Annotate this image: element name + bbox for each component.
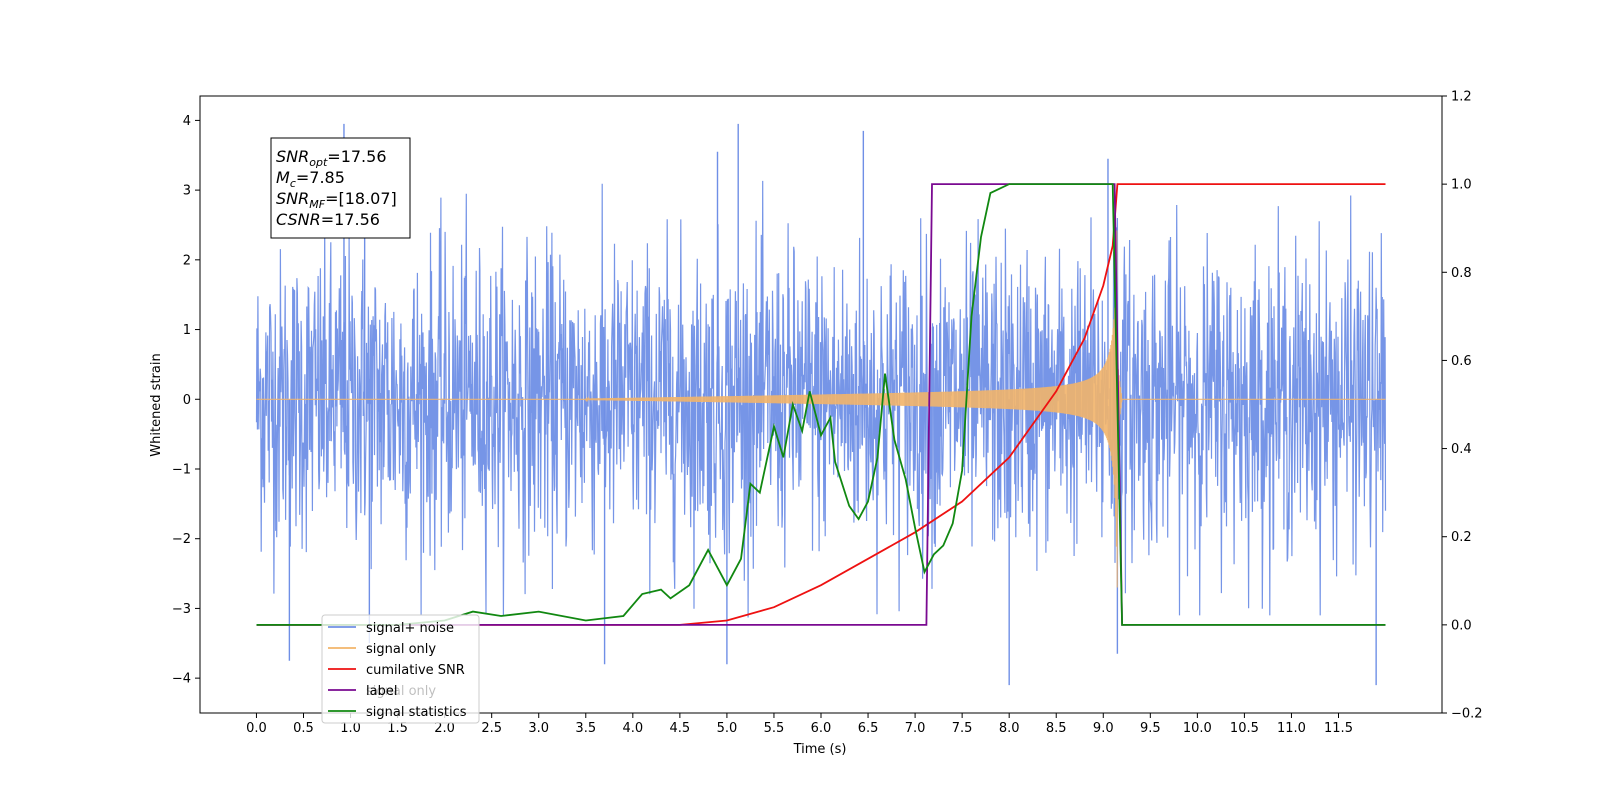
legend-frame [321,614,480,724]
x-tick-label: 8.5 [1046,721,1067,736]
x-tick-label: 7.5 [952,721,973,736]
x-tick-label: 3.0 [528,721,549,736]
x-tick-label: 6.5 [858,721,879,736]
y-tick-label: 0 [183,393,191,408]
stats-box-frame [270,137,411,239]
y-axis-label: Whitened strain [149,353,164,456]
x-tick-label: 2.0 [434,721,455,736]
x-tick-label: 4.5 [670,721,691,736]
y-tick-label: 4 [183,114,191,129]
y2-tick-label: 0.6 [1451,354,1472,369]
y2-tick-label: 0.2 [1451,530,1472,545]
x-tick-label: 7.0 [905,721,926,736]
y2-tick-label: 0.4 [1451,442,1472,457]
y2-tick-label: 0.8 [1451,266,1472,281]
x-tick-label: 0.0 [246,721,267,736]
legend-label: label [366,684,397,699]
x-tick-label: 1.0 [340,721,361,736]
x-tick-label: 11.5 [1324,721,1353,736]
legend-label: cumilative SNR [366,663,465,678]
y2-tick-label: 1.2 [1451,90,1472,105]
x-tick-label: 10.5 [1230,721,1259,736]
x-tick-label: 6.0 [811,721,832,736]
y2-tick-label: 1.0 [1451,178,1472,193]
x-tick-label: 5.5 [764,721,785,736]
legend-label: signal only [366,642,436,657]
x-axis-label: Time (s) [793,742,847,757]
x-tick-label: 3.5 [575,721,596,736]
stats-line: SNRMF=[18.07] [276,189,397,211]
x-tick-label: 1.5 [387,721,408,736]
legend-label: signal statistics [366,705,467,720]
y2-tick-label: −0.2 [1451,707,1483,722]
x-tick-label: 11.0 [1277,721,1306,736]
x-tick-label: 4.0 [622,721,643,736]
x-tick-label: 10.0 [1183,721,1212,736]
x-tick-label: 9.5 [1140,721,1161,736]
stats-line: SNRopt=17.56 [276,147,387,169]
y-tick-label: −2 [172,532,191,547]
x-tick-label: 8.0 [999,721,1020,736]
x-tick-label: 0.5 [293,721,314,736]
axes: 0.0 0.5 1.0 1.5 2.0 2.5 3.0 3.5 4.0 4.5 5.0 5.5 6.0 6… [172,90,1483,737]
y-tick-label: −4 [172,672,191,687]
x-tick-label: 2.5 [481,721,502,736]
y2-tick-label: 0.0 [1451,618,1472,633]
series-signal-statistics-line [256,183,1386,626]
series-signal-only-line [256,230,1386,588]
y-tick-label: 1 [183,323,191,338]
plot-area [255,123,1387,686]
stats-line: CSNR=17.56 [276,210,380,229]
stats-line: Mc=7.85 [276,168,345,190]
y-tick-label: 2 [183,253,191,268]
x-tick-label: 9.0 [1093,721,1114,736]
legend-label: signal+ noise [366,621,454,636]
legend-ghost-label: signal only [366,684,436,699]
y-tick-label: −3 [172,602,191,617]
series-cumulative-snr-line [256,183,1386,626]
y-tick-label: −1 [172,462,191,477]
x-tick-label: 5.0 [717,721,738,736]
stats-box: SNRopt=17.56Mc=7.85SNRMF=[18.07]CSNR=17.… [270,137,411,239]
legend: signal+ noise signal only cumilative SNR la… [321,614,480,724]
series-signal-noise-line [255,180,1387,618]
y-tick-label: 3 [183,184,191,199]
